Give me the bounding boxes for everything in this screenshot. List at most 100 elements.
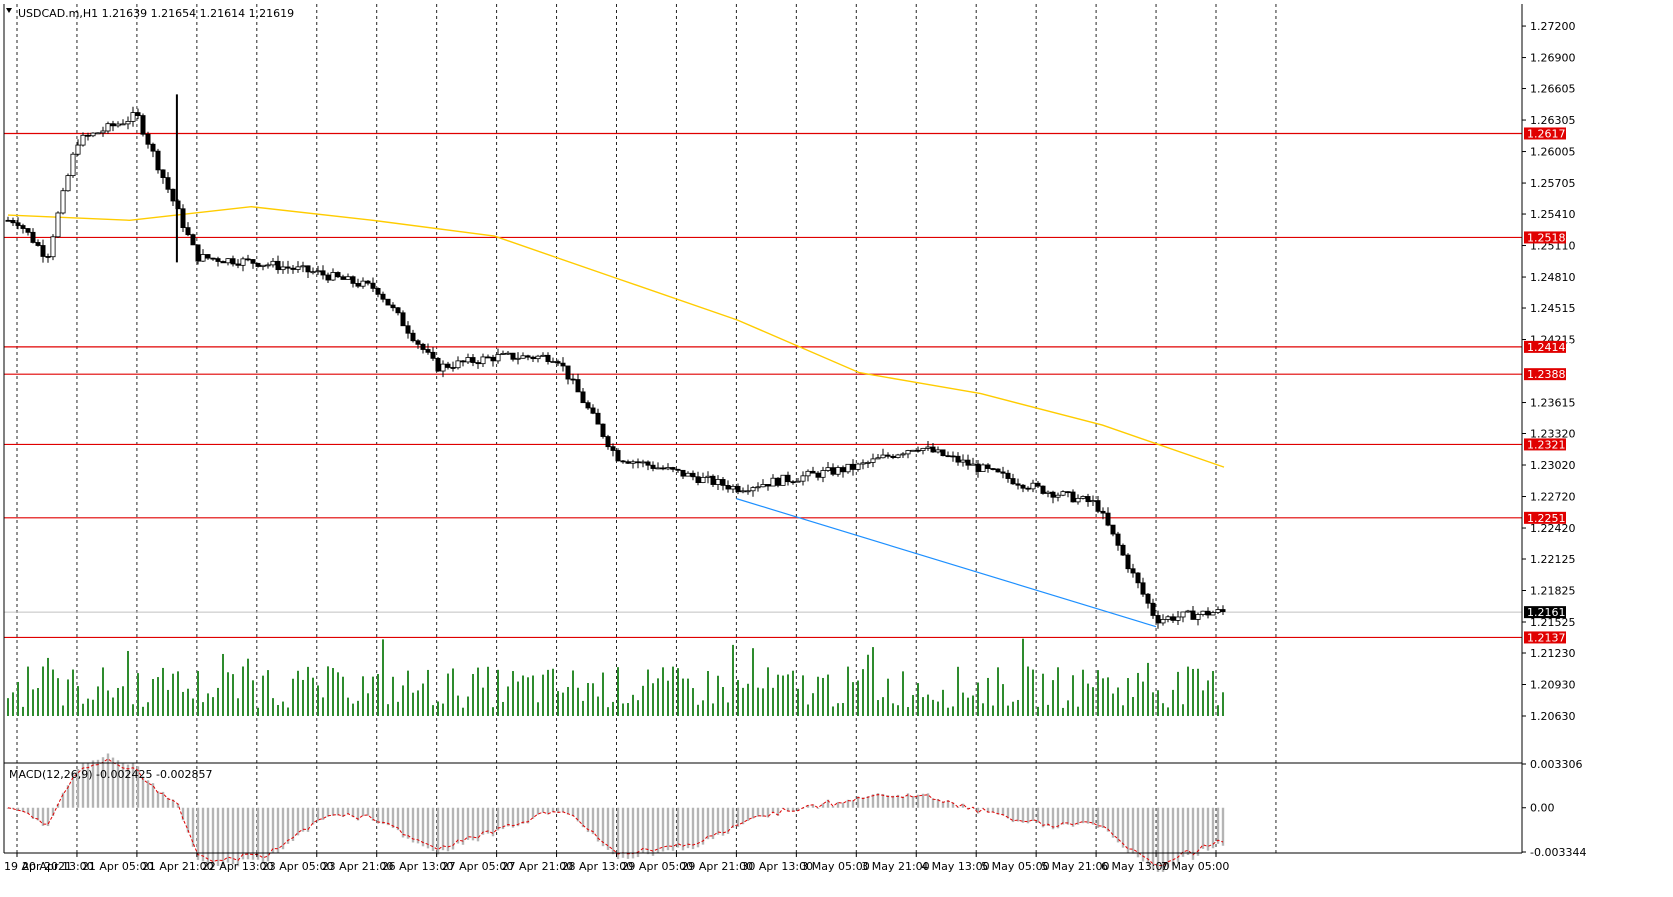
candle-body: [690, 472, 696, 478]
candle-body: [1080, 496, 1086, 499]
macd-bar: [946, 800, 950, 808]
candle-body: [335, 272, 341, 278]
volume-bar: [527, 677, 529, 716]
candle-body: [1205, 610, 1211, 616]
volume-bar: [727, 702, 729, 716]
candle-body: [410, 332, 416, 342]
volume-bar: [1042, 673, 1044, 716]
volume-bar: [132, 704, 134, 716]
time-tick-label: 21 Apr 05:00: [82, 860, 154, 873]
volume-bar: [37, 688, 39, 716]
macd-bar: [636, 807, 640, 858]
macd-bar: [136, 766, 140, 808]
macd-tick-label: -0.003344: [1530, 846, 1586, 859]
volume-bar: [782, 675, 784, 716]
time-tick-label: 26 Apr 13:00: [382, 860, 454, 873]
macd-bar: [1181, 807, 1185, 857]
candle-body: [355, 283, 361, 287]
price-tick-label: 1.22720: [1530, 491, 1576, 504]
volume-bar: [857, 680, 859, 716]
time-tick-label: 5 May 21:00: [1041, 860, 1109, 873]
candle-body: [875, 457, 881, 460]
volume-bar: [637, 700, 639, 716]
candle-body: [320, 270, 326, 276]
macd-bar: [476, 807, 480, 842]
volume-bar: [742, 687, 744, 716]
macd-bar: [1011, 807, 1015, 823]
candle-body: [820, 470, 826, 478]
candle-body: [140, 115, 146, 135]
time-tick-label: 3 May 21:00: [861, 860, 929, 873]
candle-body: [645, 461, 651, 466]
volume-bar: [212, 697, 214, 716]
volume-bar: [437, 701, 439, 716]
candle-body: [1170, 616, 1176, 621]
candle-body: [280, 266, 286, 271]
volume-bar: [222, 653, 224, 716]
candle-body: [975, 463, 981, 472]
macd-bar: [606, 807, 610, 850]
volume-bar: [1087, 683, 1089, 716]
candle-body: [855, 463, 861, 470]
macd-bar: [1156, 807, 1160, 872]
macd-bar: [1221, 807, 1225, 846]
macd-bar: [836, 801, 840, 808]
candle-body: [375, 288, 381, 295]
time-tick-label: 29 Apr 21:00: [681, 860, 753, 873]
volume-bar: [467, 696, 469, 716]
macd-bar: [1081, 807, 1085, 824]
volume-bar: [662, 667, 664, 716]
candle-body: [965, 459, 971, 466]
volume-bar: [187, 688, 189, 716]
candle-body: [150, 143, 156, 152]
macd-bar: [1051, 807, 1055, 830]
volume-bar: [802, 675, 804, 716]
candle-body: [310, 271, 316, 274]
volume-bar: [87, 698, 89, 716]
candle-body: [1085, 496, 1091, 503]
volume-bar: [97, 686, 99, 716]
candle-body: [1020, 484, 1026, 489]
level-lines: [4, 132, 1522, 639]
candle-body: [1110, 524, 1116, 535]
macd-bar: [156, 791, 160, 808]
candle-body: [300, 265, 306, 268]
candle-body: [285, 266, 291, 269]
candle-body: [1035, 482, 1041, 487]
macd-bar: [1176, 807, 1180, 863]
macd-bar: [1036, 807, 1040, 823]
candle-body: [55, 212, 61, 238]
candle-body: [1030, 482, 1036, 490]
candle-body: [255, 262, 261, 267]
candle-body: [95, 132, 101, 135]
volume-bar: [792, 670, 794, 716]
volume-bar: [12, 692, 14, 716]
candle-body: [830, 467, 836, 475]
macd-bar: [591, 807, 595, 835]
macd-bar: [731, 807, 735, 828]
candle-body: [350, 276, 356, 284]
volume-bar: [1052, 680, 1054, 716]
candle-body: [220, 261, 226, 264]
macd-bar: [716, 807, 720, 835]
candle-body: [425, 349, 431, 353]
volume-bar: [1112, 693, 1114, 716]
candle-body: [660, 467, 666, 470]
macd-bar: [6, 807, 10, 809]
volume-bar: [447, 673, 449, 716]
volume-bar: [22, 706, 24, 716]
volume-bar: [922, 697, 924, 716]
macd-bar: [686, 807, 690, 849]
macd-bar: [941, 801, 945, 808]
volume-bar: [1152, 692, 1154, 716]
volume-bar: [677, 668, 679, 716]
candle-body: [1195, 614, 1201, 620]
candle-body: [405, 325, 411, 334]
macd-bar: [1166, 807, 1170, 868]
candle-body: [115, 123, 121, 127]
candle-body: [35, 242, 41, 246]
symbol-dropdown-icon[interactable]: [6, 8, 12, 13]
candle-body: [385, 298, 391, 306]
volume-bar: [237, 698, 239, 716]
candle-body: [435, 357, 441, 372]
